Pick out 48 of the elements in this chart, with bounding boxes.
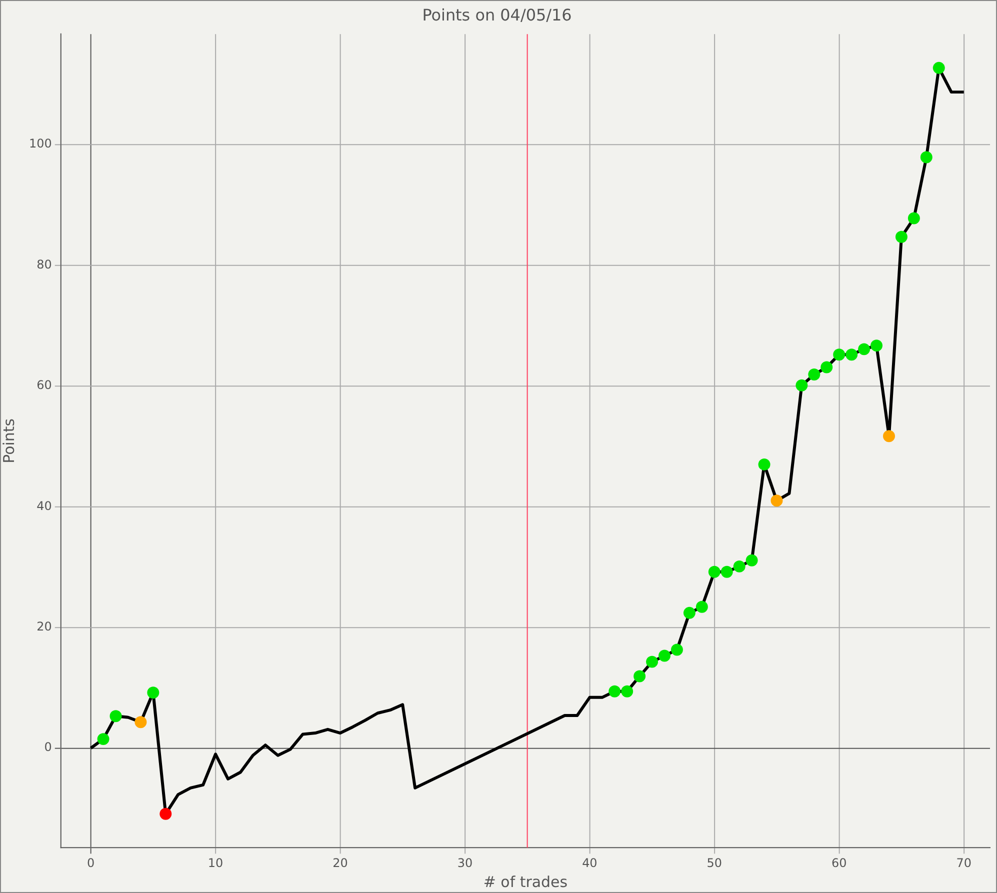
point — [696, 600, 708, 613]
x-axis-title: # of trades — [483, 872, 568, 891]
point — [932, 62, 945, 74]
y-tick-label: 0 — [44, 740, 52, 754]
point — [796, 379, 808, 392]
x-tick-label: 40 — [582, 856, 598, 870]
x-tick-label: 50 — [706, 856, 722, 870]
point — [97, 733, 110, 746]
point — [883, 430, 895, 442]
point — [608, 685, 621, 698]
point — [858, 343, 870, 356]
point — [147, 686, 160, 699]
point — [746, 554, 758, 566]
point — [758, 458, 770, 470]
point — [634, 670, 646, 682]
x-tick-label: 10 — [208, 856, 224, 870]
point — [134, 716, 147, 728]
y-axis-title: Points — [0, 418, 18, 464]
point — [808, 368, 820, 381]
x-tick-label: 20 — [332, 856, 348, 870]
point — [683, 606, 696, 619]
point — [833, 348, 846, 361]
point — [920, 151, 932, 164]
point — [658, 650, 670, 662]
point — [908, 212, 920, 224]
y-tick-label: 100 — [29, 136, 52, 151]
point — [870, 340, 883, 352]
point — [110, 710, 122, 722]
point — [820, 361, 833, 374]
y-tick-label: 40 — [36, 498, 52, 513]
chart-title: Points on 04/05/16 — [422, 6, 572, 25]
x-tick-label: 0 — [87, 856, 95, 870]
point — [708, 566, 720, 578]
point — [720, 566, 733, 578]
y-tick-label: 80 — [36, 257, 52, 272]
point — [160, 808, 172, 820]
point — [846, 348, 858, 361]
y-tick-label: 60 — [36, 378, 52, 392]
point — [895, 230, 908, 243]
point — [670, 644, 683, 656]
y-tick-label: 20 — [36, 620, 52, 634]
point — [646, 656, 658, 668]
x-tick-label: 70 — [956, 856, 972, 870]
point — [770, 494, 783, 507]
x-tick-label: 30 — [457, 856, 473, 870]
x-tick-label: 60 — [831, 856, 847, 870]
point — [733, 560, 746, 572]
point — [621, 685, 634, 698]
